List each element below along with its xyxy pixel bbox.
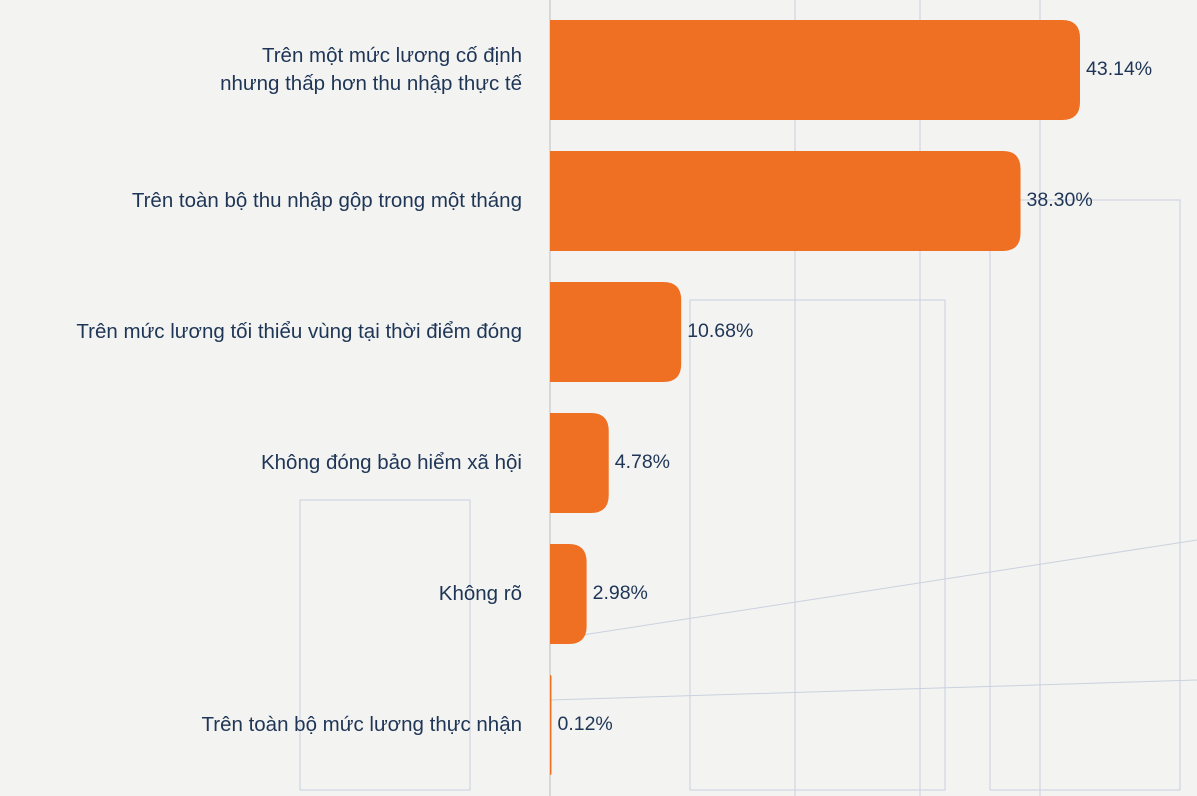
value-label: 4.78% bbox=[615, 451, 670, 473]
category-label: Không rõ bbox=[438, 582, 522, 605]
value-label: 10.68% bbox=[687, 320, 753, 342]
bar bbox=[550, 151, 1021, 251]
category-label: Trên một mức lương cố định nhưng thấp hơ… bbox=[220, 44, 522, 95]
bar bbox=[550, 413, 609, 513]
category-label: Trên toàn bộ thu nhập gộp trong một thán… bbox=[131, 189, 522, 212]
value-label: 38.30% bbox=[1027, 189, 1093, 211]
value-label: 0.12% bbox=[557, 713, 612, 735]
bar bbox=[550, 544, 587, 644]
category-label: Trên mức lương tối thiểu vùng tại thời đ… bbox=[76, 320, 522, 343]
category-label: Không đóng bảo hiểm xã hội bbox=[260, 451, 522, 474]
bar bbox=[550, 282, 682, 382]
value-label: 2.98% bbox=[593, 582, 648, 604]
category-label: Trên toàn bộ mức lương thực nhận bbox=[201, 713, 522, 736]
bar bbox=[550, 20, 1080, 120]
bar bbox=[550, 675, 552, 775]
value-label: 43.14% bbox=[1086, 58, 1152, 80]
background-sketch bbox=[299, 0, 1197, 796]
